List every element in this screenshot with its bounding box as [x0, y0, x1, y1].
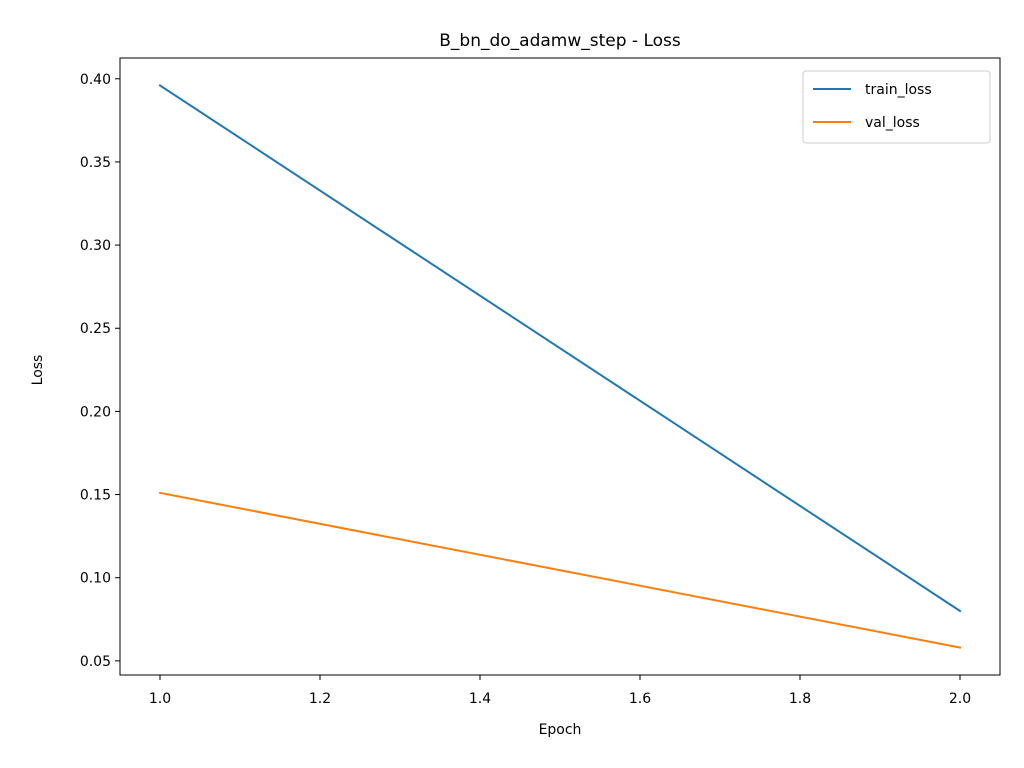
series-line-train-loss — [158, 84, 962, 613]
axes-frame — [119, 57, 1001, 676]
y-axis-label: Loss — [30, 355, 46, 386]
x-tick-label: 1.4 — [469, 691, 491, 707]
legend-label-val-loss: val_loss — [865, 115, 920, 131]
x-tick-label: 1.2 — [309, 691, 331, 707]
y-tick-label: 0.25 — [80, 321, 111, 337]
x-tick-label: 1.8 — [789, 691, 811, 707]
y-tick-label: 0.05 — [80, 654, 111, 670]
y-tick-label: 0.10 — [80, 571, 111, 587]
x-axis-label: Epoch — [539, 722, 582, 738]
chart-title: B_bn_do_adamw_step - Loss — [439, 31, 681, 51]
legend: train_loss val_loss — [802, 70, 991, 144]
x-tick-label: 1.0 — [149, 691, 171, 707]
y-tick-label: 0.40 — [80, 72, 111, 88]
plot-area: 1.0 1.2 1.4 1.6 1.8 2.0 0.05 0.10 0.15 0.20 0.25 0.… — [80, 57, 1001, 707]
x-tick-label: 1.6 — [629, 691, 651, 707]
x-tick-label: 2.0 — [949, 691, 971, 707]
y-tick-label: 0.15 — [80, 488, 111, 504]
legend-label-train-loss: train_loss — [865, 82, 932, 98]
y-tick-label: 0.30 — [80, 238, 111, 254]
series-line-val-loss — [158, 491, 962, 649]
y-tick-label: 0.20 — [80, 404, 111, 420]
y-tick-label: 0.35 — [80, 155, 111, 171]
